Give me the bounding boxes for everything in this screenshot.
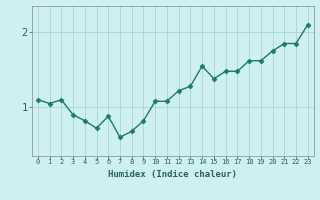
X-axis label: Humidex (Indice chaleur): Humidex (Indice chaleur) — [108, 170, 237, 179]
